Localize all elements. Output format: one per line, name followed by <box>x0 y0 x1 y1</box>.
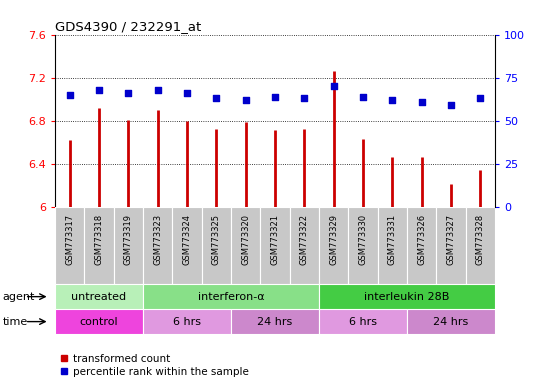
Text: interleukin 28B: interleukin 28B <box>364 291 450 302</box>
Point <box>241 97 250 103</box>
Text: GSM773324: GSM773324 <box>183 214 191 265</box>
Text: GSM773317: GSM773317 <box>65 214 74 265</box>
Text: 24 hrs: 24 hrs <box>433 316 469 327</box>
Bar <box>231 309 319 334</box>
Text: time: time <box>3 316 28 327</box>
Text: GSM773319: GSM773319 <box>124 214 133 265</box>
Text: GSM773331: GSM773331 <box>388 214 397 265</box>
Bar <box>466 207 495 284</box>
Text: interferon-α: interferon-α <box>197 291 265 302</box>
Bar <box>407 207 436 284</box>
Bar <box>84 207 114 284</box>
Text: 6 hrs: 6 hrs <box>349 316 377 327</box>
Point <box>183 90 191 96</box>
Text: GSM773326: GSM773326 <box>417 214 426 265</box>
Text: agent: agent <box>3 291 35 302</box>
Point <box>65 92 74 98</box>
Bar <box>407 309 495 334</box>
Bar <box>114 207 143 284</box>
Bar <box>378 207 407 284</box>
Bar <box>55 284 143 309</box>
Bar <box>55 309 143 334</box>
Point <box>388 97 397 103</box>
Text: untreated: untreated <box>72 291 126 302</box>
Bar <box>436 207 466 284</box>
Point <box>95 87 103 93</box>
Point <box>124 90 133 96</box>
Bar <box>319 284 495 309</box>
Text: 6 hrs: 6 hrs <box>173 316 201 327</box>
Text: GSM773318: GSM773318 <box>95 214 103 265</box>
Text: control: control <box>80 316 118 327</box>
Point <box>329 83 338 89</box>
Bar <box>231 207 260 284</box>
Point <box>359 94 367 100</box>
Text: GSM773328: GSM773328 <box>476 214 485 265</box>
Legend: transformed count, percentile rank within the sample: transformed count, percentile rank withi… <box>60 354 249 377</box>
Point <box>153 87 162 93</box>
Bar <box>143 309 231 334</box>
Point <box>476 96 485 102</box>
Bar <box>143 207 172 284</box>
Bar <box>290 207 319 284</box>
Point <box>212 96 221 102</box>
Bar <box>319 309 407 334</box>
Text: 24 hrs: 24 hrs <box>257 316 293 327</box>
Text: GSM773325: GSM773325 <box>212 214 221 265</box>
Bar <box>260 207 290 284</box>
Text: GSM773323: GSM773323 <box>153 214 162 265</box>
Text: GSM773329: GSM773329 <box>329 214 338 265</box>
Point <box>447 103 455 109</box>
Point <box>417 99 426 105</box>
Point <box>271 94 279 100</box>
Bar <box>55 207 84 284</box>
Text: GDS4390 / 232291_at: GDS4390 / 232291_at <box>55 20 201 33</box>
Text: GSM773320: GSM773320 <box>241 214 250 265</box>
Bar <box>143 284 319 309</box>
Text: GSM773322: GSM773322 <box>300 214 309 265</box>
Point <box>300 96 309 102</box>
Bar <box>202 207 231 284</box>
Bar <box>319 207 348 284</box>
Bar <box>348 207 378 284</box>
Text: GSM773321: GSM773321 <box>271 214 279 265</box>
Text: GSM773330: GSM773330 <box>359 214 367 265</box>
Bar <box>172 207 202 284</box>
Text: GSM773327: GSM773327 <box>447 214 455 265</box>
